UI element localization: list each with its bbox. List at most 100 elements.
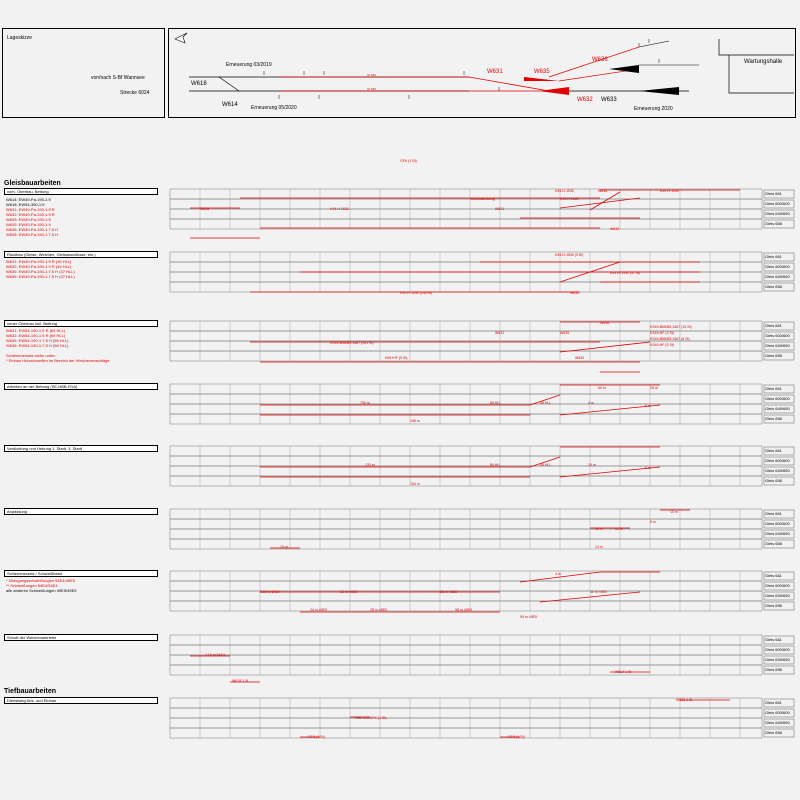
wartungshalle-label: Wartungshalle <box>744 59 783 65</box>
gleis-label: Gleis 649/650 <box>765 657 790 662</box>
red-annotation: W632 <box>570 291 580 295</box>
site-sketch: Wartungshalle W618 W614 W633 Erneuerung … <box>168 28 796 118</box>
red-annotation: 60 m <box>598 386 606 390</box>
red-annotation: W635 <box>560 331 570 335</box>
gleisbau-heading: Gleisbauarbeiten <box>4 180 61 187</box>
lageskizze-label: Lageskizze <box>7 35 33 41</box>
red-annotation: KS49-HF (3 St) <box>650 331 674 335</box>
red-annotation: 15 m <box>595 527 603 531</box>
gleis-label: Gleis 600/600 <box>765 458 790 463</box>
gleis-label: Gleis 600/600 <box>765 710 790 715</box>
red-annotation: 4 m <box>588 401 594 405</box>
gleis-label: Gleis 658 <box>765 603 782 608</box>
gleis-label: Gleis 661 <box>765 323 782 328</box>
red-annotation: KS49-B58/B5-1667 (8 St) <box>650 337 690 341</box>
gleis-label: Gleis 661 <box>765 573 782 578</box>
red-annotation: GFK (1 St) <box>308 735 325 739</box>
red-annotation: GFK (1 St) <box>508 735 525 739</box>
red-annotation: W633 1 St <box>676 698 693 702</box>
erneuerung-2020b-label: Erneuerung 2020 <box>634 106 673 112</box>
gleis-label: Gleis 600/600 <box>765 521 790 526</box>
red-annotation: 68 HLL <box>540 401 552 405</box>
section-head-4: Arbeiten an der Bettung (SE-HBB-FDA) <box>4 383 158 390</box>
gleis-label: Gleis 661 <box>765 511 782 516</box>
red-annotation: K49-H-1530 <box>555 189 574 193</box>
von-nach-label: von/nach S-Bf Wannsee <box>91 75 145 81</box>
red-annotation: 7,15 m 54E4 <box>205 653 225 657</box>
section-head-3: neuer Oberbau inkl. Bettung <box>4 320 158 327</box>
gleis-label: Gleis 600/600 <box>765 201 790 206</box>
gleis-label: Gleis 658 <box>765 416 782 421</box>
gleis-label: Gleis 649/650 <box>765 274 790 279</box>
gleis-label: Gleis 658 <box>765 667 782 672</box>
gleis-label: Gleis 649/650 <box>765 211 790 216</box>
gleis-label: Gleis 649/650 <box>765 531 790 536</box>
red-annotation: K49-H 1530 <box>560 197 579 201</box>
red-annotation: KS49-B58/B5-1667 (261 St) <box>330 341 374 345</box>
red-annotation: Verschwenkung <box>470 197 495 201</box>
gleis-label: Gleis 600/600 <box>765 583 790 588</box>
red-annotation: 13 m <box>595 545 603 549</box>
gleis-label: Gleis 658 <box>765 284 782 289</box>
notes-section-7: * Übergangsschweißungen 54E4/49E5 ** Sch… <box>6 578 77 593</box>
section-head-7: Schienenersatz / Schweißband <box>4 570 158 577</box>
red-annotation: 154 m <box>410 482 420 486</box>
gleis-label: Gleis 649/650 <box>765 406 790 411</box>
red-annotation: 28 m 49E5 <box>370 608 387 612</box>
strecke-label: Strecke 6024 <box>120 90 150 96</box>
gleis-label: Gleis 658 <box>765 730 782 735</box>
red-annotation: 5 m <box>650 520 656 524</box>
gleis-label: Gleis 661 <box>765 448 782 453</box>
red-annotation: W632 <box>575 356 585 360</box>
gleis-label: Gleis 649/650 <box>765 468 790 473</box>
red-annotation: 5 m <box>645 404 651 408</box>
w618-label: W618 <box>191 81 207 87</box>
red-annotation: 158 m <box>410 419 420 423</box>
erneuerung-2019-label: Erneuerung 03/2019 <box>226 62 272 68</box>
red-annotation: 133 m <box>365 463 375 467</box>
red-annotation: K49-H-1530 (9 St) <box>555 253 584 257</box>
track-label-629: Gl 629 <box>367 73 376 77</box>
red-annotation: 16 m <box>650 386 658 390</box>
red-annotation: K49-H-1530 <box>660 189 679 193</box>
red-annotation: K49-H-1530 (244 St) <box>400 291 433 295</box>
red-annotation: K49-H-1530 (37 St) <box>610 271 641 275</box>
red-annotation: KS49-B58/B5-1667 (13 St) <box>650 325 692 329</box>
gleis-label: Gleis 661 <box>765 637 782 642</box>
section-head-1: vorh. Oberbau, Bettung <box>4 188 158 195</box>
red-annotation: 750 m <box>360 401 370 405</box>
red-annotation: 6.50 m 54E4 <box>260 590 280 594</box>
site-sketch-drawing <box>174 32 794 99</box>
red-annotation: GFK (1 St) <box>400 159 417 163</box>
red-annotation: K49-H 1530 <box>330 207 349 211</box>
red-annotation: 99 m 49E5 <box>520 615 537 619</box>
w636-label: W636 <box>592 57 608 63</box>
red-annotation: 22 m 49E5 <box>340 590 357 594</box>
section-head-6: Anpassung <box>4 508 158 515</box>
red-annotation: 4 m <box>555 572 561 576</box>
gleis-label: Gleis 658 <box>765 353 782 358</box>
red-annotation: 24 m 49E5 <box>310 608 327 612</box>
red-annotation: 86 HLL <box>490 401 502 405</box>
red-annotation: 68 HLL <box>540 463 552 467</box>
red-annotation: 5 m <box>645 466 651 470</box>
gleis-label: Gleis 600/600 <box>765 333 790 338</box>
w632-label: W632 <box>577 97 593 103</box>
gleis-label: Gleis 600/600 <box>765 264 790 269</box>
notes-section-3: W631: EW54-190-1:9 R (69 HLL) W632: EW54… <box>6 328 110 363</box>
gleis-label: Gleis 658 <box>765 478 782 483</box>
gleis-label: Gleis 658 <box>765 221 782 226</box>
section-head-9: Dienstweg Aus- und Einbau <box>4 697 158 704</box>
notes-section-1: W614: EW49-Pa-190-1:9 W618: EW54-300-1:9… <box>6 197 59 237</box>
section-head-8: Schott der Weichenantriebe <box>4 634 158 641</box>
tiefbau-heading: Tiefbauarbeiten <box>4 688 56 695</box>
gleis-label: Gleis 600/600 <box>765 647 790 652</box>
gleis-label: Gleis 661 <box>765 700 782 705</box>
gleis-label: Gleis 649/650 <box>765 720 790 725</box>
w635-label: W635 <box>534 69 550 75</box>
gleis-label: Gleis 649/650 <box>765 343 790 348</box>
red-annotation: W618 <box>200 207 210 211</box>
title-block: Lageskizze von/nach S-Bf Wannsee Strecke… <box>2 28 165 118</box>
red-annotation: 15 m <box>588 463 596 467</box>
red-annotation: Holz und GFK (1 St) <box>355 716 387 720</box>
